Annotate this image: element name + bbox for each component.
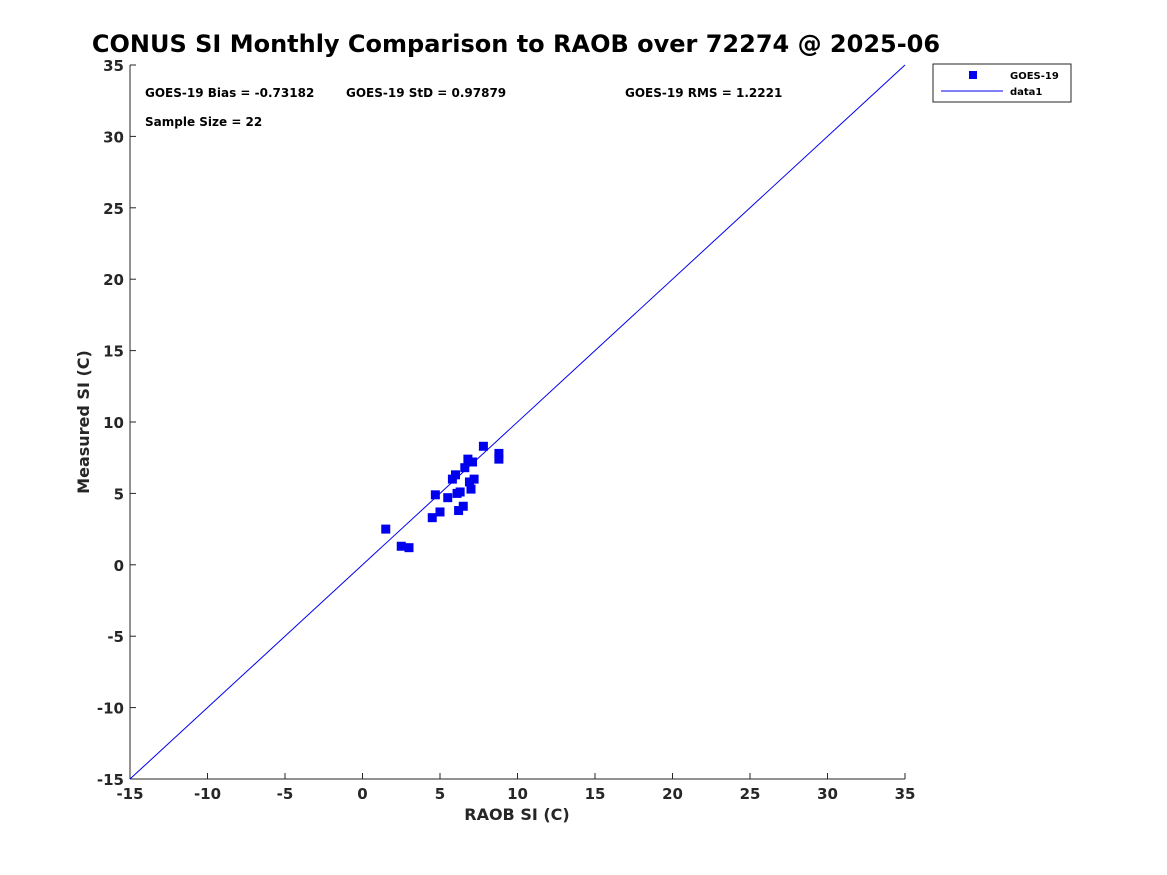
x-tick-label: -15 bbox=[116, 785, 143, 803]
y-tick-label: 10 bbox=[103, 414, 124, 432]
data-point bbox=[381, 524, 391, 534]
legend: GOES-19 data1 bbox=[932, 63, 1072, 103]
data-point bbox=[469, 474, 479, 484]
data-point bbox=[451, 470, 460, 480]
y-tick-label: 15 bbox=[103, 343, 124, 361]
data-point bbox=[494, 448, 504, 458]
x-ticks: -15 -10 -5 0 5 10 15 20 25 30 35 bbox=[116, 773, 915, 803]
data-point bbox=[458, 501, 468, 511]
data-point bbox=[466, 484, 476, 494]
data-point bbox=[494, 454, 504, 464]
x-tick-label: 0 bbox=[357, 785, 367, 803]
y-tick-label: 30 bbox=[103, 128, 124, 146]
y-ticks: -15 -10 -5 0 5 10 15 20 25 30 35 bbox=[97, 57, 136, 789]
x-tick-label: 25 bbox=[740, 785, 761, 803]
data-point bbox=[427, 513, 437, 523]
y-tick-label: -15 bbox=[97, 771, 124, 789]
x-tick-label: -10 bbox=[194, 785, 221, 803]
y-axis-label: Measured SI (C) bbox=[74, 350, 93, 494]
x-axis-label: RAOB SI (C) bbox=[464, 805, 569, 824]
data-point bbox=[455, 487, 465, 497]
data-point bbox=[463, 454, 473, 464]
x-tick-label: -5 bbox=[277, 785, 294, 803]
data-point bbox=[468, 457, 478, 467]
rms-annotation: GOES-19 RMS = 1.2221 bbox=[625, 86, 782, 100]
y-tick-label: 20 bbox=[103, 271, 124, 289]
bias-annotation: GOES-19 Bias = -0.73182 bbox=[145, 86, 314, 100]
plot-area: -15 -10 -5 0 5 10 15 20 25 30 35 -15 -10 -5 0 5 10 15 20 2… bbox=[97, 57, 916, 803]
data-point bbox=[396, 541, 406, 551]
data-point bbox=[478, 441, 488, 451]
y-tick-label: 0 bbox=[114, 557, 124, 575]
series-line-data1 bbox=[129, 64, 906, 780]
legend-label-data1: data1 bbox=[1010, 87, 1042, 98]
legend-marker-goes19 bbox=[969, 71, 977, 79]
data-point bbox=[454, 506, 464, 516]
data-point bbox=[464, 477, 474, 487]
sample-size-annotation: Sample Size = 22 bbox=[145, 115, 262, 129]
y-tick-label: -5 bbox=[107, 628, 124, 646]
x-tick-label: 35 bbox=[895, 785, 916, 803]
x-tick-label: 5 bbox=[435, 785, 445, 803]
data-point bbox=[430, 490, 440, 500]
x-tick-label: 10 bbox=[507, 785, 528, 803]
stats-annotations: GOES-19 Bias = -0.73182 GOES-19 StD = 0.… bbox=[145, 86, 782, 129]
y-tick-label: 35 bbox=[103, 57, 124, 75]
data-point bbox=[460, 463, 470, 473]
y-tick-label: 5 bbox=[114, 485, 124, 503]
data-point bbox=[404, 543, 414, 553]
legend-label-goes19: GOES-19 bbox=[1010, 71, 1059, 82]
x-tick-label: 30 bbox=[817, 785, 838, 803]
data-point bbox=[443, 493, 453, 503]
x-tick-label: 15 bbox=[585, 785, 606, 803]
data-point bbox=[435, 507, 445, 517]
legend-box bbox=[932, 63, 1072, 103]
y-tick-label: 25 bbox=[103, 200, 124, 218]
chart-title: CONUS SI Monthly Comparison to RAOB over… bbox=[92, 30, 940, 58]
y-tick-label: -10 bbox=[97, 700, 124, 718]
series-layer bbox=[129, 64, 906, 780]
x-tick-label: 20 bbox=[662, 785, 683, 803]
std-annotation: GOES-19 StD = 0.97879 bbox=[346, 86, 506, 100]
